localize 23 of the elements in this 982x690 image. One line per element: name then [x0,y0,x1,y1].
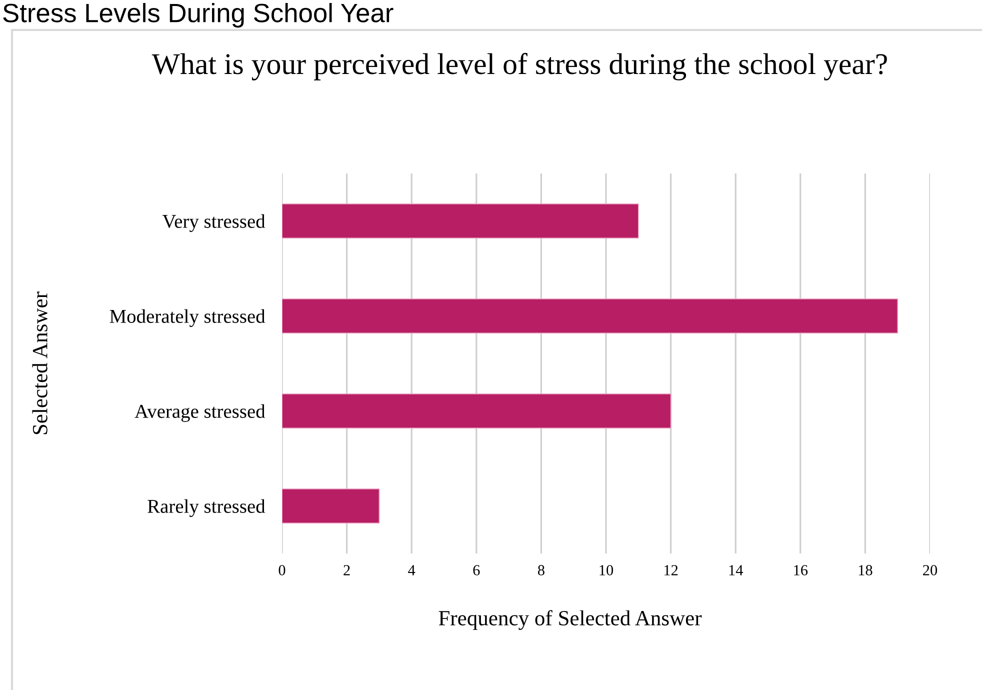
x-tick-label: 20 [923,565,938,576]
y-tick-label: Very stressed [162,214,266,232]
x-tick-label: 6 [473,565,480,576]
x-tick-label: 10 [600,565,614,576]
y-tick-label: Moderately stressed [110,309,266,327]
x-tick-label: 12 [664,565,678,576]
y-tick-label: Average stressed [134,404,266,422]
bar [282,298,898,334]
x-tick-label: 4 [408,565,416,576]
y-axis-title: Selected Answer [32,292,48,434]
bar [282,203,639,239]
text: Stress Levels During School Year [3,3,394,28]
bar [282,393,672,429]
x-tick-label: 8 [538,565,544,576]
y-tick-label: Rarely stressed [148,499,266,517]
x-tick-label: 0 [278,565,286,576]
x-axis-title: Frequency of Selected Answer [438,610,702,630]
x-tick-label: 14 [729,565,743,576]
chart-title: What is your perceived level of stress during the school year? [152,52,887,80]
x-tick-label: 18 [858,565,872,576]
bar [282,488,380,524]
x-tick-label: 2 [344,565,350,576]
x-tick-label: 16 [794,565,808,576]
